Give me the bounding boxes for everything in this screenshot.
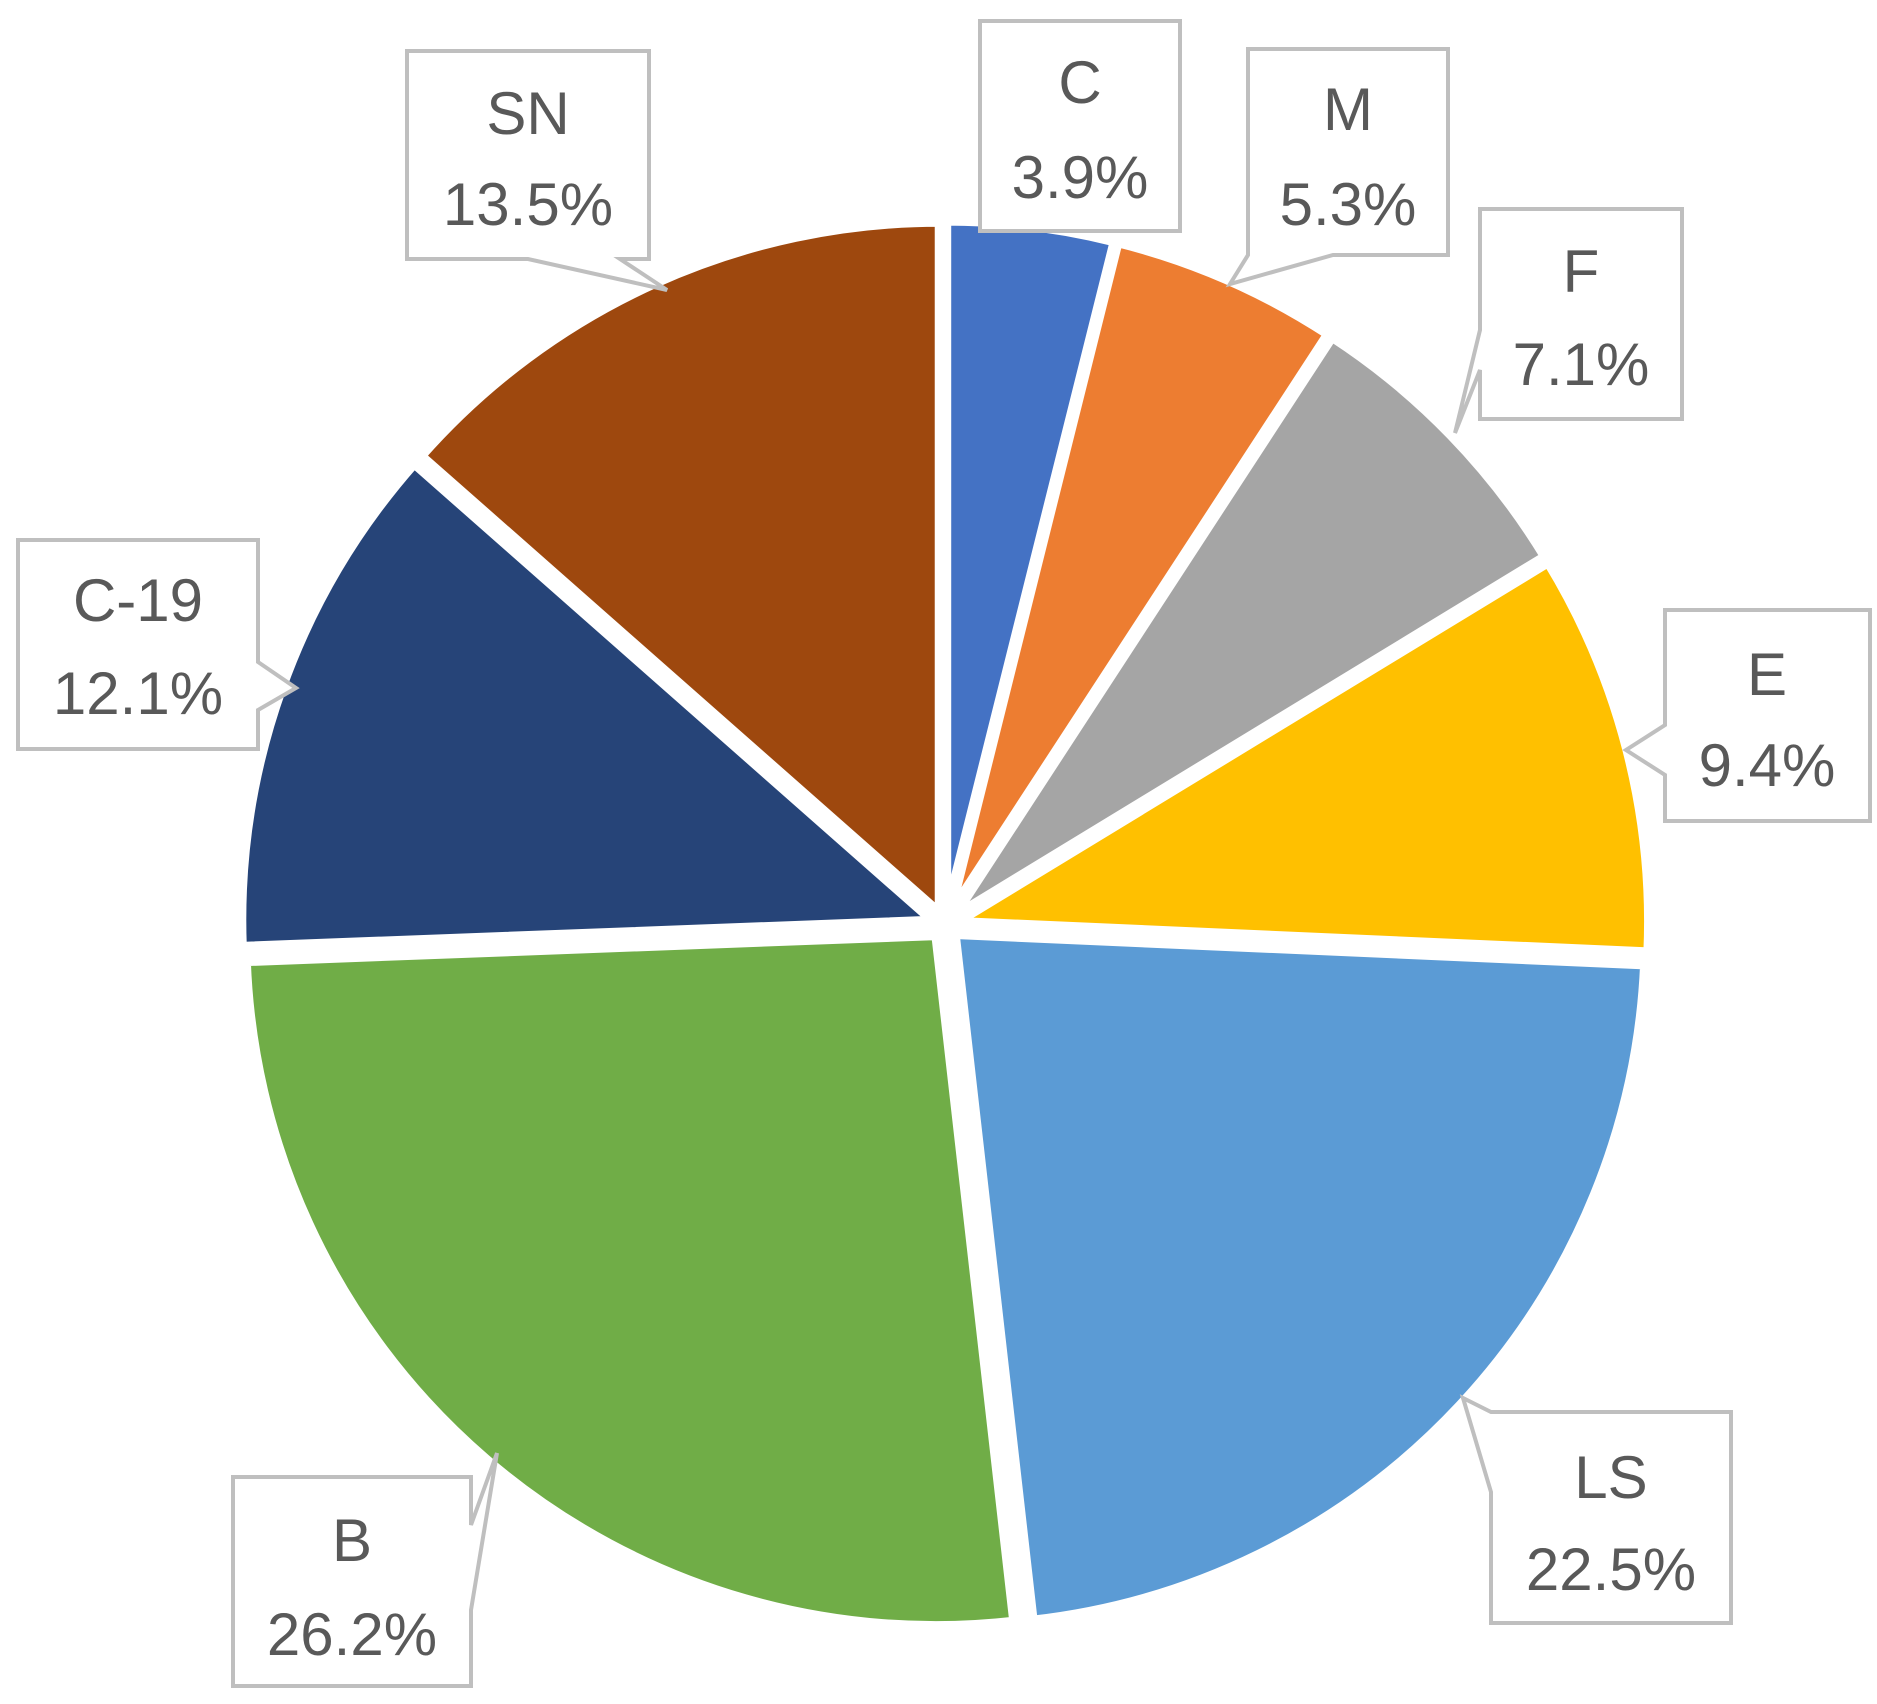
- data-label-f: F 7.1%: [1453, 207, 1684, 434]
- data-label-c-19-box: [16, 538, 300, 751]
- data-label-ls-value: 22.5%: [1526, 1536, 1696, 1603]
- pie-data-labels: C 3.9% M 5.3% F 7.1% E 9.4% LS 22.5% B 2…: [16, 19, 1872, 1688]
- pie-slice-ls: [950, 929, 1650, 1626]
- data-label-sn: SN 13.5%: [405, 49, 669, 292]
- data-label-e: E 9.4%: [1622, 608, 1872, 823]
- data-label-sn-box: [405, 49, 669, 292]
- data-label-ls-category: LS: [1574, 1444, 1647, 1511]
- data-label-ls: LS 22.5%: [1459, 1394, 1733, 1625]
- pie-slice-m: [946, 237, 1334, 915]
- data-label-m-category: M: [1323, 76, 1373, 143]
- data-label-c-category: C: [1058, 49, 1101, 116]
- data-label-c: C 3.9%: [978, 19, 1182, 233]
- data-label-e-box: [1622, 608, 1872, 823]
- data-label-f-value: 7.1%: [1513, 331, 1650, 398]
- data-label-sn-category: SN: [486, 80, 569, 147]
- data-label-b: B 26.2%: [231, 1452, 499, 1688]
- data-label-m: M 5.3%: [1225, 47, 1450, 288]
- data-label-m-box: [1225, 47, 1450, 288]
- data-label-c-value: 3.9%: [1012, 144, 1149, 211]
- data-label-b-value: 26.2%: [267, 1601, 437, 1668]
- pie-slices: [237, 216, 1654, 1631]
- data-label-b-box: [231, 1452, 499, 1688]
- data-label-sn-value: 13.5%: [443, 171, 613, 238]
- data-label-f-box: [1453, 207, 1684, 434]
- data-label-e-category: E: [1747, 641, 1787, 708]
- pie-slice-f: [951, 331, 1551, 920]
- data-label-c-19-category: C-19: [73, 567, 203, 634]
- data-label-f-category: F: [1563, 238, 1600, 305]
- data-label-c-19-value: 12.1%: [53, 660, 223, 727]
- data-label-c-box: [978, 19, 1182, 233]
- data-label-c-19: C-19 12.1%: [16, 538, 300, 751]
- data-label-ls-box: [1459, 1394, 1733, 1625]
- data-label-b-category: B: [332, 1507, 372, 1574]
- pie-slice-b: [241, 930, 1019, 1631]
- data-label-e-value: 9.4%: [1699, 732, 1836, 799]
- data-label-m-value: 5.3%: [1280, 171, 1417, 238]
